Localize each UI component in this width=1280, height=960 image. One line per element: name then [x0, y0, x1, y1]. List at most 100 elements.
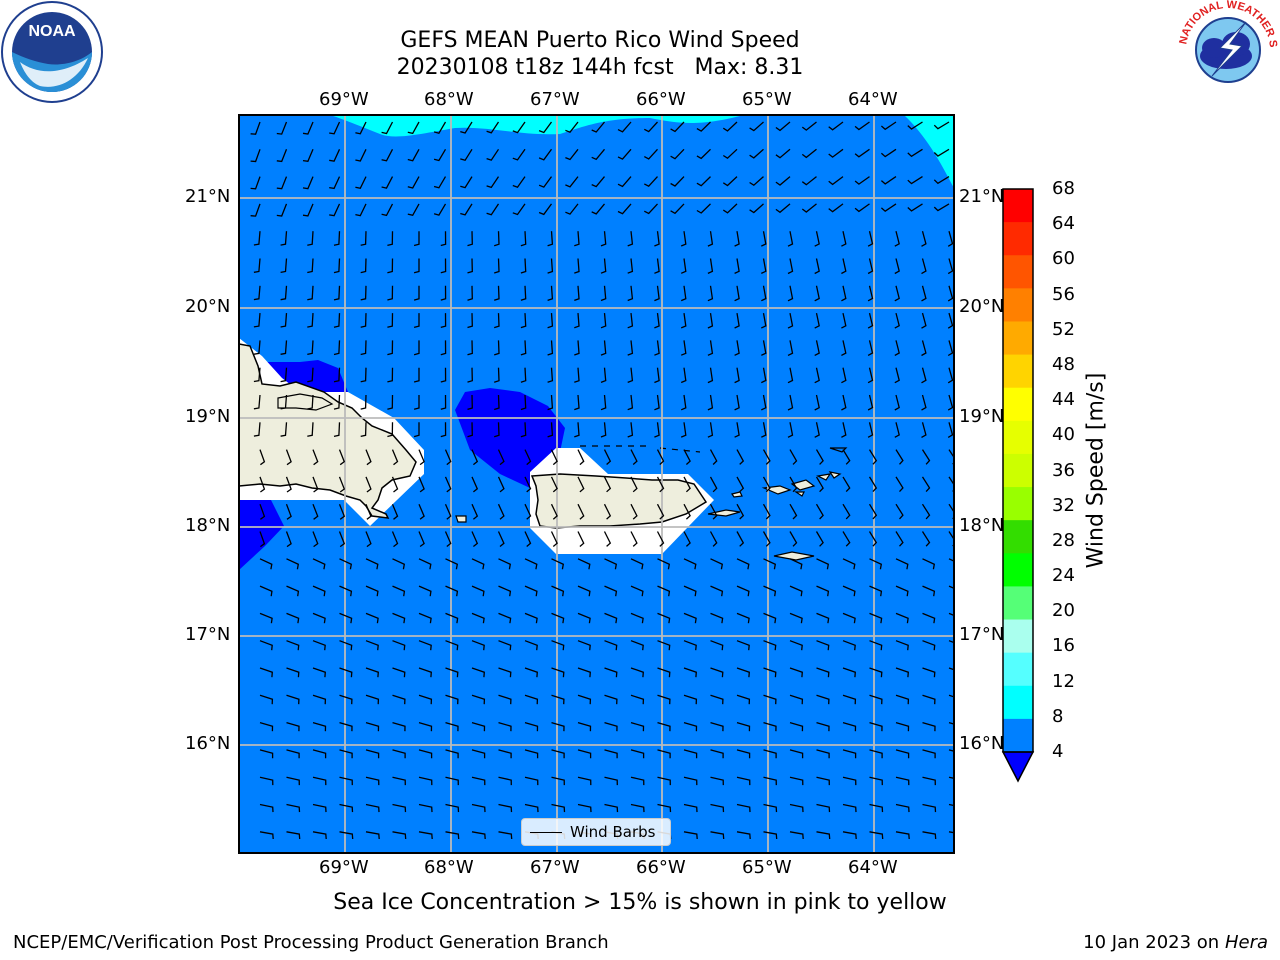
- wind-barb: [710, 749, 724, 759]
- wind-barb: [643, 203, 658, 215]
- wind-barb: [550, 449, 558, 466]
- wind-barb: [498, 585, 512, 597]
- wind-barb: [869, 667, 883, 678]
- wind-barb: [418, 749, 433, 759]
- wind-barb: [286, 776, 300, 786]
- wind-barb: [387, 313, 394, 328]
- wind-barb: [444, 531, 452, 548]
- wind-barb: [591, 203, 606, 215]
- footer-date-text: 10 Jan 2023 on: [1083, 932, 1225, 953]
- wind-barb: [922, 640, 936, 651]
- wind-barb: [734, 285, 740, 302]
- wind-barb: [867, 258, 874, 275]
- wind-barb: [749, 121, 764, 132]
- wind-barb: [250, 203, 261, 217]
- wind-barb: [392, 640, 406, 651]
- wind-barb: [365, 449, 372, 466]
- wind-barb: [307, 231, 314, 246]
- wind-barb: [630, 694, 645, 705]
- wind-barb: [445, 585, 459, 597]
- wind-barb: [680, 367, 687, 384]
- wind-barb: [710, 776, 724, 786]
- wind-barb: [869, 831, 884, 840]
- title-line-1: GEFS MEAN Puerto Rico Wind Speed: [400, 28, 800, 53]
- wind-barb: [947, 285, 954, 302]
- wind-barb: [604, 640, 618, 651]
- wind-barb: [921, 394, 927, 411]
- wind-barb: [907, 121, 923, 130]
- wind-barb: [789, 476, 798, 493]
- lat-label-left-20: 20°N: [185, 296, 231, 317]
- colorbar-tick-label: 44: [1052, 389, 1075, 411]
- map-title: GEFS MEAN Puerto Rico Wind Speed 2023010…: [290, 27, 910, 81]
- graticule: [239, 115, 954, 853]
- wind-barb: [933, 148, 950, 157]
- wind-barb: [471, 531, 479, 548]
- wind-barb: [355, 203, 367, 217]
- wind-barb: [761, 394, 767, 411]
- wind-barb: [842, 776, 857, 786]
- wind-barb: [841, 258, 847, 275]
- wind-barb: [815, 503, 824, 520]
- calm-contour-hispaniola-north: [262, 360, 348, 392]
- wind-barb: [392, 585, 406, 597]
- wind-barb: [253, 258, 261, 273]
- title-line-2: 20230108 t18z 144h fcst Max: 8.31: [396, 55, 804, 80]
- wind-barb: [947, 231, 954, 247]
- wind-barb: [948, 612, 954, 617]
- wind-barb: [524, 531, 532, 547]
- wind-barb: [498, 803, 513, 813]
- wind-barb: [816, 803, 831, 813]
- colorbar-tick-label: 36: [1052, 459, 1075, 481]
- wind-barb: [775, 176, 791, 186]
- wind-barb: [657, 803, 672, 813]
- wind-barb: [253, 313, 261, 328]
- wind-barb: [547, 367, 554, 383]
- wind-barb: [948, 721, 954, 725]
- wind-barb: [816, 585, 830, 597]
- wind-barb: [895, 749, 910, 759]
- wind-barb: [680, 231, 687, 247]
- wind-barb: [657, 640, 671, 651]
- wind-barb: [630, 476, 638, 493]
- wind-barb: [253, 285, 261, 301]
- wind-barb: [654, 340, 660, 356]
- wind-barb: [445, 640, 459, 651]
- wind-barb: [577, 749, 592, 759]
- footer-host: Hera: [1224, 932, 1268, 953]
- colorbar-tick-label: 24: [1052, 565, 1075, 587]
- wind-barb: [842, 503, 851, 520]
- wind-barb: [894, 258, 900, 275]
- map-legend: Wind Barbs: [521, 818, 671, 846]
- wind-barb: [921, 367, 927, 384]
- land-mask-puerto-rico: [530, 448, 714, 554]
- lon-label-top-64: 64°W: [848, 89, 898, 110]
- wind-barb: [841, 422, 847, 438]
- wind-barb: [329, 176, 341, 190]
- wind-barb: [574, 285, 580, 302]
- wind-barb: [591, 148, 606, 161]
- wind-barb: [333, 313, 341, 328]
- wind-barb: [815, 476, 824, 493]
- wind-barb: [670, 176, 685, 187]
- wind-barb: [801, 121, 817, 131]
- wind-barb: [696, 203, 711, 214]
- lon-label-top-65: 65°W: [742, 89, 792, 110]
- wind-barb: [789, 503, 798, 520]
- wind-barb: [433, 121, 447, 134]
- wind-barb: [922, 749, 936, 759]
- wind-barb: [259, 449, 266, 466]
- wind-barb: [761, 340, 767, 356]
- wind-barb: [471, 476, 479, 493]
- wind-barb: [736, 803, 751, 813]
- wind-barb: [762, 503, 771, 520]
- wind-barb: [603, 503, 612, 520]
- wind-barb: [276, 149, 288, 163]
- wind-barb: [259, 558, 273, 570]
- wind-barb: [948, 667, 954, 671]
- wind-barb: [338, 503, 346, 520]
- wind-barb: [565, 176, 579, 188]
- wind-barb: [471, 667, 485, 678]
- wind-barb: [841, 285, 847, 302]
- wind-barb: [360, 231, 367, 246]
